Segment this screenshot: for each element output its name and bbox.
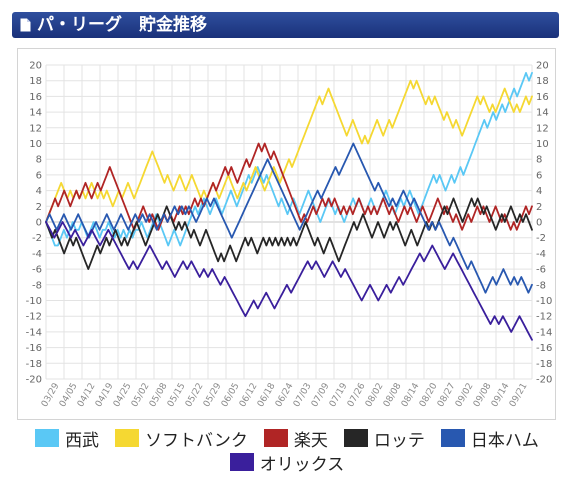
y-tick-label-right: -6 — [536, 265, 546, 276]
y-tick-label-left: 4 — [36, 186, 42, 197]
series-line-4 — [45, 142, 533, 294]
y-tick-label-left: -8 — [32, 280, 42, 291]
y-tick-label-left: -10 — [26, 296, 42, 307]
y-tick-label-right: 14 — [536, 108, 549, 119]
y-tick-label-right: 20 — [536, 61, 549, 72]
legend-label: ロッテ — [373, 430, 425, 451]
y-tick-label-right: 2 — [536, 202, 542, 213]
y-tick-label-left: 2 — [36, 202, 42, 213]
y-tick-label-right: -16 — [536, 343, 552, 354]
y-tick-label-right: -14 — [536, 327, 552, 338]
legend-item: オリックス — [229, 450, 345, 475]
y-tick-label-right: -18 — [536, 359, 552, 370]
y-tick-label-left: 14 — [29, 108, 42, 119]
y-tick-label-left: -14 — [26, 327, 42, 338]
series-line-0 — [45, 71, 533, 247]
legend-label: オリックス — [259, 454, 345, 475]
y-tick-label-right: -10 — [536, 296, 552, 307]
series-line-2 — [45, 142, 533, 231]
y-tick-label-left: 10 — [29, 139, 42, 150]
chart-title-bar: パ・リーグ 貯金推移 — [12, 12, 559, 38]
y-tick-label-right: -2 — [536, 233, 546, 244]
legend-item: 楽天 — [263, 426, 328, 451]
y-tick-label-right: -4 — [536, 249, 546, 260]
y-tick-label-right: 8 — [536, 155, 542, 166]
legend-label: 西武 — [65, 430, 100, 451]
legend-label: 日本ハム — [470, 430, 539, 451]
legend-row: オリックス — [0, 450, 574, 475]
y-tick-label-left: -4 — [32, 249, 42, 260]
legend-swatch — [263, 429, 288, 447]
y-tick-label-left: -12 — [26, 312, 42, 323]
y-tick-label-left: 20 — [29, 61, 42, 72]
series-line-1 — [45, 79, 533, 223]
legend-swatch — [115, 429, 140, 447]
series-line-5 — [45, 221, 533, 341]
legend-item: ソフトバンク — [115, 426, 248, 451]
legend-item: ロッテ — [343, 426, 425, 451]
y-tick-label-right: 16 — [536, 92, 549, 103]
legend-swatch — [343, 429, 368, 447]
y-tick-label-left: -2 — [32, 233, 42, 244]
legend-swatch — [440, 429, 465, 447]
y-tick-label-right: -20 — [536, 375, 552, 386]
legend-item: 西武 — [35, 426, 99, 451]
y-tick-label-left: -20 — [26, 375, 42, 386]
y-tick-label-right: -12 — [536, 312, 552, 323]
y-tick-label-left: -18 — [26, 359, 42, 370]
y-tick-label-right: -8 — [536, 280, 546, 291]
legend-swatch — [229, 453, 254, 471]
legend-label: 楽天 — [293, 430, 328, 451]
page-title: パ・リーグ 貯金推移 — [37, 15, 207, 35]
y-tick-label-left: 12 — [29, 123, 42, 134]
legend-label: ソフトバンク — [145, 430, 248, 451]
chart-legend: 西武 ソフトバンク 楽天 ロッテ 日本ハムオリックス — [0, 426, 574, 475]
y-tick-label-right: 6 — [536, 170, 542, 181]
y-tick-label-right: 10 — [536, 139, 549, 150]
y-tick-label-left: 8 — [36, 155, 42, 166]
series-line-3 — [45, 197, 533, 271]
document-icon — [20, 18, 31, 32]
legend-item: 日本ハム — [440, 426, 539, 451]
legend-swatch — [35, 429, 60, 447]
y-tick-label-right: 12 — [536, 123, 549, 134]
x-tick-label: 09/21 — [508, 382, 530, 409]
y-tick-label-left: 16 — [29, 92, 42, 103]
y-tick-label-right: 18 — [536, 76, 549, 87]
y-tick-label-left: -6 — [32, 265, 42, 276]
y-tick-label-left: -16 — [26, 343, 42, 354]
y-tick-label-right: 4 — [536, 186, 542, 197]
chart-frame: 20 20 18 18 16 16 14 14 12 12 10 10 8 8 6 6 4 4 2 2 0 0 -2 -2 -4… — [17, 48, 556, 420]
y-tick-label-left: 18 — [29, 76, 42, 87]
y-tick-label-left: 6 — [36, 170, 42, 181]
y-tick-label-right: 0 — [536, 218, 542, 229]
legend-row: 西武 ソフトバンク 楽天 ロッテ 日本ハム — [0, 426, 574, 451]
y-tick-label-left: 0 — [36, 218, 42, 229]
